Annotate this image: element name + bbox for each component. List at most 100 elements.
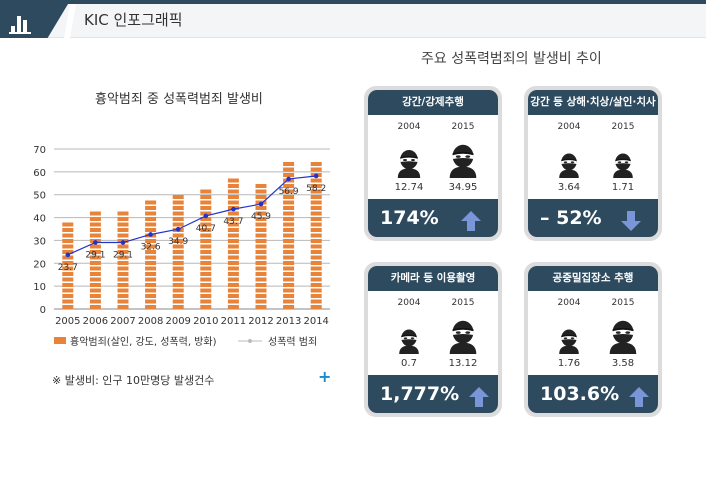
masked-thief-icon: [444, 316, 482, 358]
masked-thief-icon: [609, 150, 637, 182]
data-label: 29.1: [113, 250, 133, 260]
x-tick-label: 2014: [303, 316, 328, 327]
data-label: 43.7: [223, 217, 243, 227]
x-tick-label: 2006: [83, 316, 108, 327]
crime-rate-chart: 0 10 20 30 40 50 60 70 23.7 29.1 29.1 32.6 34.9 40.7 4…: [33, 145, 330, 348]
year-end: 2015: [451, 298, 475, 308]
arrow-up-icon: [460, 207, 482, 237]
right-title: 주요 성폭력범죄의 발생비 추이: [421, 51, 602, 67]
line-point: [258, 201, 264, 207]
bar-chart-icon: [9, 16, 31, 34]
arrow-up-icon: [628, 383, 650, 413]
x-tick-label: 2008: [138, 316, 163, 327]
data-label: 32.6: [141, 242, 161, 252]
year-start: 2004: [557, 122, 581, 132]
value-end: 34.95: [448, 182, 478, 193]
card-title: 강간/강제추행: [368, 90, 498, 115]
bar: [283, 162, 295, 309]
masked-thief-icon: [395, 326, 423, 358]
change-value: 174%: [380, 207, 439, 229]
change-value: – 52%: [540, 207, 602, 229]
line-point: [286, 176, 291, 182]
x-tick-label: 2007: [110, 316, 135, 327]
series-line: [67, 175, 317, 256]
card-inner: 강간/강제추행 2004 2015 12.74 34.95 174%: [368, 90, 498, 237]
bar: [200, 189, 212, 309]
year-start: 2004: [397, 122, 421, 132]
y-tick-label: 50: [33, 191, 46, 202]
y-tick-label: 70: [33, 145, 46, 156]
card-change-bar: – 52%: [528, 199, 658, 237]
year-end: 2015: [611, 298, 635, 308]
page-title: KIC 인포그래픽: [84, 11, 183, 29]
page-header: KIC 인포그래픽: [0, 0, 706, 38]
value-start: 1.76: [557, 358, 581, 369]
legend-line-label: 성폭력 범죄: [268, 336, 317, 348]
year-start: 2004: [397, 298, 421, 308]
legend-line-marker: [248, 339, 252, 343]
masked-thief-icon: [444, 140, 482, 182]
x-tick-label: 2012: [248, 316, 273, 327]
card-title: 카메라 등 이용촬영: [368, 266, 498, 291]
x-tick-label: 2011: [221, 316, 246, 327]
plus-icon[interactable]: +: [318, 367, 332, 386]
stat-card: 카메라 등 이용촬영 2004 2015 0.7 13.12 1,777%: [364, 262, 502, 417]
x-tick-label: 2005: [55, 316, 80, 327]
card-title: 강간 등 상해·치상/살인·치사: [528, 90, 658, 115]
card-change-bar: 1,777%: [368, 375, 498, 413]
data-label: 56.9: [279, 187, 299, 197]
masked-thief-icon: [555, 150, 583, 182]
data-label: 45.9: [251, 212, 271, 222]
line-point: [175, 226, 181, 232]
y-tick-label: 30: [33, 236, 46, 247]
value-end: 13.12: [448, 358, 478, 369]
card-change-bar: 174%: [368, 199, 498, 237]
legend-bar-label: 흉악범죄(살인, 강도, 성폭력, 방화): [70, 335, 217, 348]
y-tick-label: 0: [40, 305, 46, 316]
data-label: 40.7: [196, 224, 216, 234]
arrow-down-icon: [620, 207, 642, 237]
bar: [62, 222, 74, 309]
value-start: 0.7: [401, 358, 417, 369]
value-start: 3.64: [557, 182, 581, 193]
bar: [227, 178, 239, 309]
line-point: [93, 240, 98, 245]
bar: [255, 184, 267, 309]
x-tick-label: 2009: [165, 316, 190, 327]
data-label: 34.9: [168, 237, 188, 247]
line-point: [65, 252, 71, 258]
y-tick-label: 20: [33, 259, 46, 270]
stat-card: 강간/강제추행 2004 2015 12.74 34.95 174%: [364, 86, 502, 241]
year-start: 2004: [557, 298, 581, 308]
card-inner: 공중밀집장소 추행 2004 2015 1.76 3.58 103.6%: [528, 266, 658, 413]
value-end: 1.71: [611, 182, 635, 193]
line-point: [148, 232, 153, 237]
y-tick-label: 10: [33, 282, 46, 293]
header-top-border: [0, 0, 706, 4]
line-point: [231, 206, 236, 212]
card-inner: 강간 등 상해·치상/살인·치사 2004 2015 3.64 1.71 – 52%: [528, 90, 658, 237]
card-change-bar: 103.6%: [528, 375, 658, 413]
stat-card: 공중밀집장소 추행 2004 2015 1.76 3.58 103.6%: [524, 262, 662, 417]
card-inner: 카메라 등 이용촬영 2004 2015 0.7 13.12 1,777%: [368, 266, 498, 413]
value-end: 3.58: [611, 358, 635, 369]
masked-thief-icon: [604, 316, 642, 358]
data-label: 23.7: [58, 263, 78, 273]
line-point: [120, 240, 126, 245]
y-tick-label: 40: [33, 214, 46, 225]
x-tick-label: 2010: [193, 316, 218, 327]
data-label: 29.1: [85, 250, 105, 260]
line-point: [313, 173, 319, 179]
masked-thief-icon: [393, 146, 425, 182]
stat-card: 강간 등 상해·치상/살인·치사 2004 2015 3.64 1.71 – 52%: [524, 86, 662, 241]
masked-thief-icon: [555, 326, 583, 358]
arrow-up-icon: [468, 383, 490, 413]
line-point: [203, 213, 209, 219]
year-end: 2015: [451, 122, 475, 132]
year-end: 2015: [611, 122, 635, 132]
data-label: 58.2: [306, 184, 326, 194]
chart-title: 흉악범죄 중 성폭력범죄 발생비: [95, 92, 263, 107]
footnote: ※ 발생비: 인구 10만명당 발생건수: [52, 374, 215, 387]
legend-bar-swatch: [54, 337, 66, 344]
change-value: 1,777%: [380, 383, 460, 405]
